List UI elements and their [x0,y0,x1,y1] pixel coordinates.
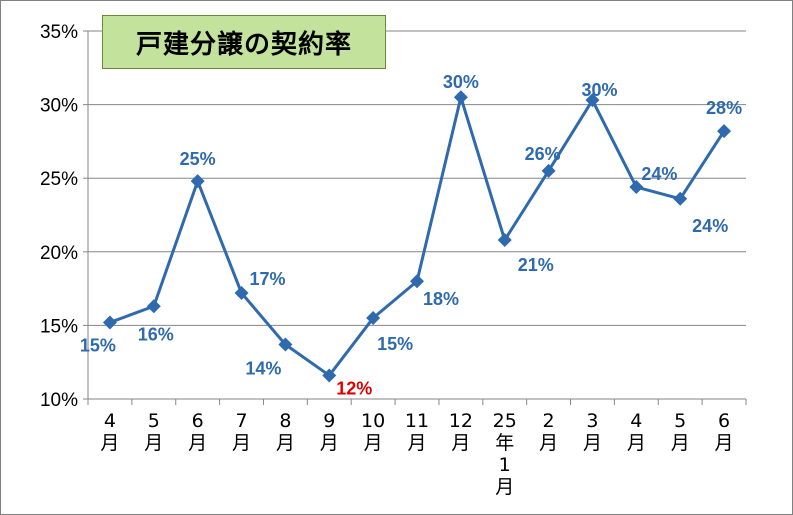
y-tick-label: 30% [40,96,78,117]
data-point-marker [102,315,117,330]
data-point-marker [366,311,381,326]
data-point-marker [585,93,600,108]
y-tick-label: 20% [40,243,78,264]
data-point-marker [673,191,688,206]
data-label: 30% [443,72,479,92]
data-point-marker [190,174,205,189]
y-tick-label: 10% [40,390,78,411]
data-label: 17% [250,269,286,289]
data-point-marker [453,90,468,105]
data-label: 25% [180,149,216,169]
data-point-marker [410,274,424,289]
data-point-marker [146,299,161,314]
data-point-marker [541,163,556,178]
x-category-label: 10 月 [361,410,385,454]
y-tick-label: 15% [40,316,78,337]
data-label: 18% [423,289,459,309]
data-point-marker [497,233,512,248]
x-category-label: 12 月 [449,410,473,454]
data-label: 12% [336,378,372,398]
data-label: 26% [525,144,561,164]
data-label: 16% [138,324,174,344]
chart-title-box: 戸建分譲の契約率 [102,15,386,69]
data-point-marker [278,337,293,352]
data-point-marker [717,124,732,139]
series-line [109,95,726,377]
data-label: 15% [80,335,116,355]
y-tick-label: 35% [40,22,78,43]
y-tick-label: 25% [40,169,78,190]
x-category-label: 11 月 [405,410,429,454]
data-label: 24% [692,216,728,236]
data-label: 28% [706,98,742,118]
data-label: 14% [245,359,281,379]
data-label: 24% [641,164,677,184]
data-label: 30% [581,80,617,100]
chart-title: 戸建分譲の契約率 [135,29,352,60]
data-point-marker [322,368,337,383]
data-point-marker [234,286,249,301]
x-category-label: 25 年 1 月 [493,410,517,498]
data-label: 15% [377,334,413,354]
data-label: 21% [518,255,554,275]
data-point-marker [629,180,644,195]
